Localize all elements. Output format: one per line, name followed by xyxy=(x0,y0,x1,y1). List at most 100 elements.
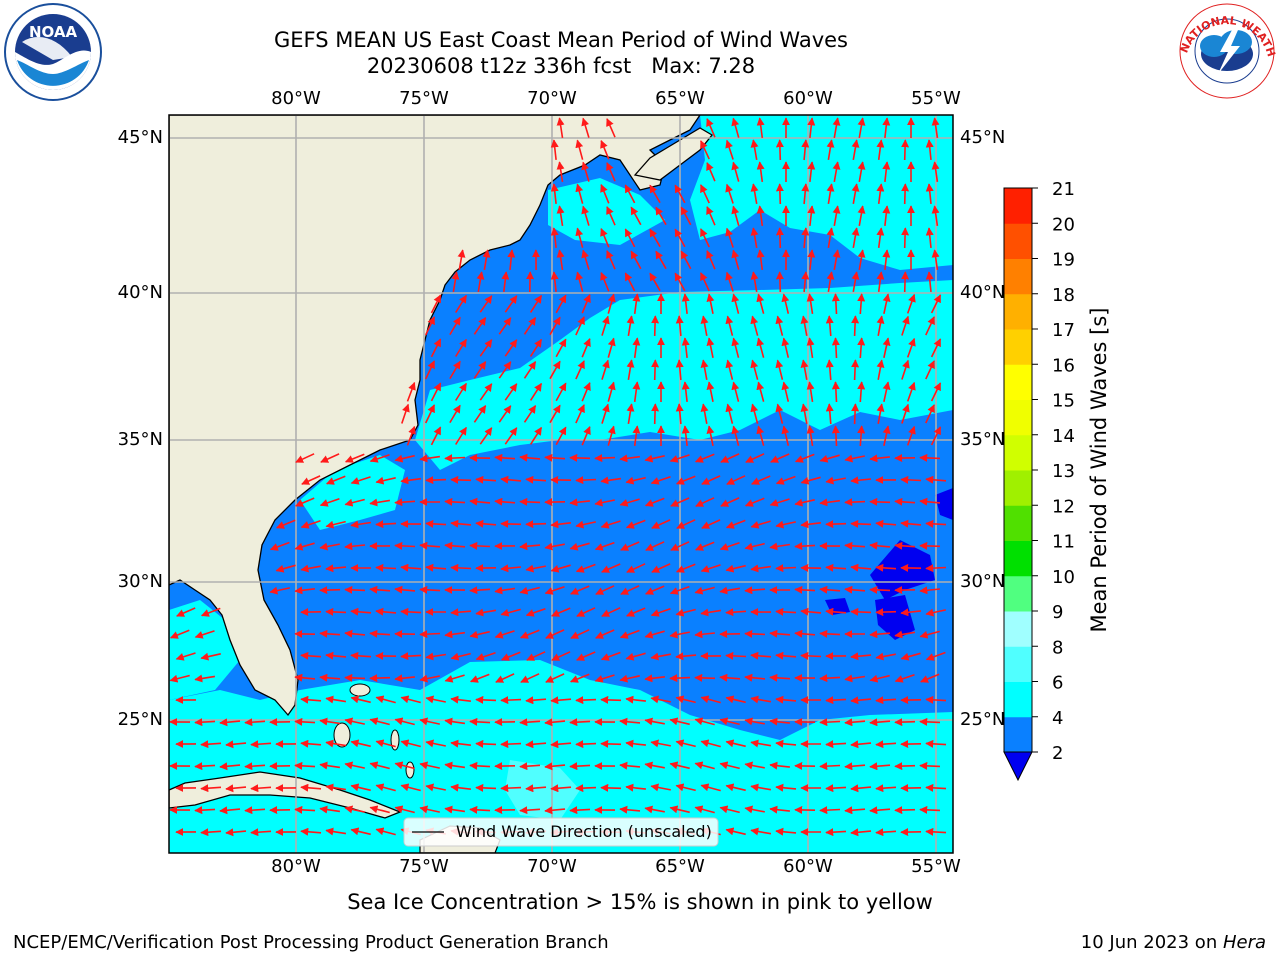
colorbar-tick-label: 9 xyxy=(1052,602,1063,623)
wave-direction-arrow xyxy=(424,360,436,380)
wave-direction-arrow xyxy=(794,498,815,507)
wave-direction-arrow xyxy=(744,629,766,638)
wave-direction-arrow xyxy=(575,520,596,529)
wave-direction-arrow xyxy=(369,717,390,726)
wave-direction-arrow xyxy=(756,293,765,314)
wave-direction-arrow xyxy=(925,608,946,617)
wave-direction-arrow xyxy=(882,161,891,182)
wave-direction-arrow xyxy=(350,476,371,485)
colorbar-tick-label: 14 xyxy=(1052,426,1075,447)
wave-direction-arrow xyxy=(644,761,665,770)
wave-direction-arrow xyxy=(444,761,466,770)
wave-direction-arrow xyxy=(650,695,671,704)
wave-direction-arrow xyxy=(294,717,316,726)
wave-direction-arrow xyxy=(649,272,661,292)
wave-direction-arrow xyxy=(569,673,590,683)
wave-direction-arrow xyxy=(600,227,610,248)
wave-direction-arrow xyxy=(194,762,216,771)
wave-direction-arrow xyxy=(500,475,522,484)
wave-direction-arrow xyxy=(800,651,822,660)
lon-tick-top: 75°W xyxy=(399,88,449,109)
colorbar-tick-label: 6 xyxy=(1052,673,1063,694)
wave-direction-arrow xyxy=(876,139,885,161)
wave-direction-arrow xyxy=(700,272,710,292)
wave-direction-arrow xyxy=(556,249,565,271)
wave-direction-arrow xyxy=(769,717,790,726)
wave-direction-arrow xyxy=(775,271,784,293)
wave-direction-arrow xyxy=(600,476,622,485)
wave-direction-arrow xyxy=(400,695,421,704)
colorbar-segment xyxy=(1004,329,1032,365)
wave-direction-arrow xyxy=(825,740,847,749)
wave-direction-arrow xyxy=(694,453,715,463)
wave-direction-arrow xyxy=(400,783,421,792)
wave-direction-arrow xyxy=(469,586,491,595)
wave-direction-arrow xyxy=(525,740,547,749)
wave-direction-arrow xyxy=(494,453,516,462)
wave-direction-arrow xyxy=(250,784,272,793)
wave-direction-arrow xyxy=(826,271,835,293)
wave-direction-arrow xyxy=(876,315,885,336)
wave-direction-arrow xyxy=(857,161,866,183)
wave-direction-arrow xyxy=(550,784,572,793)
wave-direction-arrow xyxy=(575,360,585,380)
wave-direction-arrow xyxy=(669,630,690,639)
wave-direction-arrow xyxy=(450,652,471,661)
wave-direction-arrow xyxy=(632,425,641,447)
wave-direction-arrow xyxy=(900,519,922,528)
wave-direction-arrow xyxy=(750,520,771,529)
wave-direction-arrow xyxy=(676,519,696,529)
wave-direction-arrow xyxy=(882,117,891,138)
wave-direction-arrow xyxy=(655,250,667,270)
wave-direction-arrow xyxy=(850,652,872,661)
wave-direction-arrow xyxy=(700,184,710,204)
wave-direction-arrow xyxy=(644,454,665,463)
wave-direction-arrow xyxy=(600,739,622,748)
wave-direction-arrow xyxy=(424,404,436,424)
wave-direction-arrow xyxy=(831,381,840,403)
wave-direction-arrow xyxy=(169,629,190,639)
wave-direction-arrow xyxy=(501,271,510,292)
wave-direction-arrow xyxy=(644,717,665,726)
wave-direction-arrow xyxy=(901,271,910,293)
wave-direction-arrow xyxy=(451,271,460,293)
wave-direction-arrow xyxy=(620,585,640,595)
wave-direction-arrow xyxy=(301,475,321,485)
wave-direction-arrow xyxy=(449,316,461,336)
wave-direction-arrow xyxy=(632,381,641,403)
wave-direction-arrow xyxy=(504,295,518,313)
wave-direction-arrow xyxy=(550,183,559,204)
wave-direction-arrow xyxy=(619,717,641,726)
wave-direction-arrow xyxy=(695,541,715,551)
wave-direction-arrow xyxy=(857,381,866,403)
wave-direction-arrow xyxy=(419,717,440,726)
wave-direction-arrow xyxy=(651,403,660,425)
wave-direction-arrow xyxy=(576,607,596,617)
wave-direction-arrow xyxy=(719,673,741,682)
wave-direction-arrow xyxy=(930,294,942,314)
wave-direction-arrow xyxy=(575,316,585,336)
wave-direction-arrow xyxy=(700,315,709,336)
wave-direction-arrow xyxy=(725,315,734,336)
wave-direction-arrow xyxy=(595,585,615,595)
wave-direction-arrow xyxy=(444,805,466,814)
wave-direction-arrow xyxy=(919,761,941,770)
wave-direction-arrow xyxy=(475,695,497,704)
wave-direction-arrow xyxy=(529,382,543,401)
wave-direction-arrow xyxy=(394,585,416,594)
wave-direction-arrow xyxy=(498,317,512,335)
wave-direction-arrow xyxy=(826,227,835,249)
wave-direction-arrow xyxy=(425,783,446,792)
wave-direction-arrow xyxy=(720,497,740,507)
wave-direction-arrow xyxy=(473,317,487,335)
wave-direction-arrow xyxy=(630,250,642,270)
lat-tick-left: 40°N xyxy=(117,282,163,303)
wave-direction-arrow xyxy=(469,541,491,550)
wave-direction-arrow xyxy=(455,338,467,357)
wave-direction-arrow xyxy=(806,337,815,359)
wave-direction-arrow xyxy=(875,828,897,837)
wave-direction-arrow xyxy=(575,183,584,204)
wave-direction-arrow xyxy=(545,673,565,683)
wave-direction-arrow xyxy=(700,739,721,748)
wave-direction-arrow xyxy=(725,564,746,573)
